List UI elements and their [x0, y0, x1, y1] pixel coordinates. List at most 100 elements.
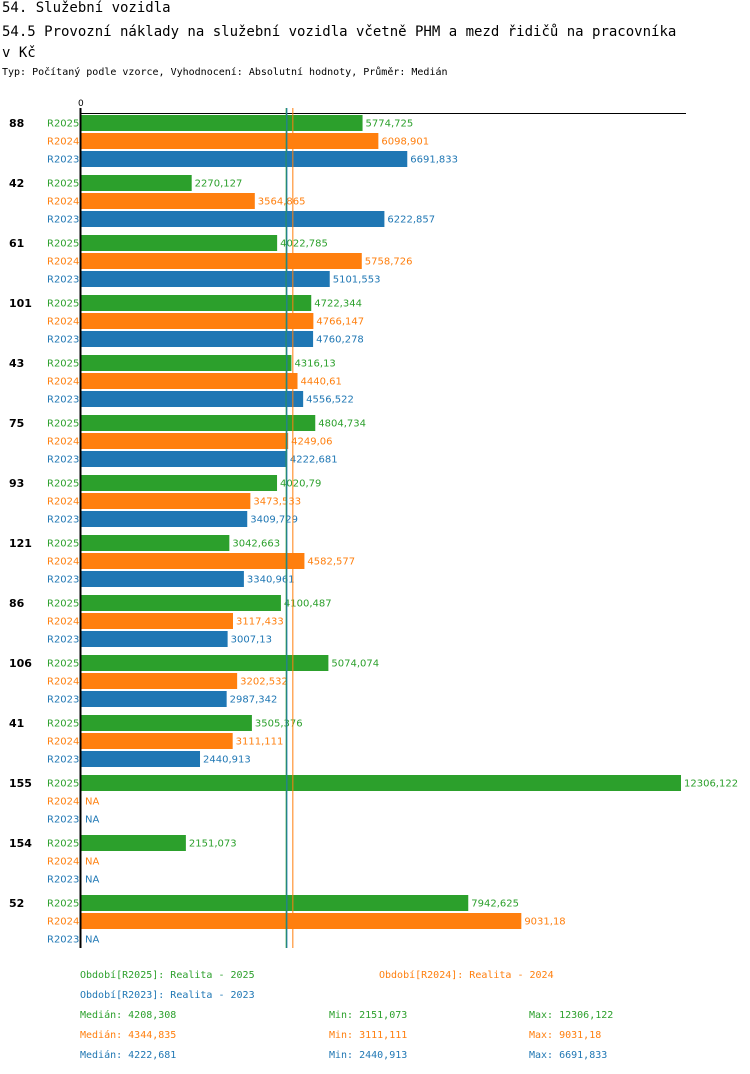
data-label: 6222,857: [387, 215, 435, 226]
legend-r2025: Období[R2025]: Realita - 2025: [80, 970, 255, 981]
category-label: 61: [9, 237, 24, 250]
series-row-label: R2025: [47, 899, 79, 910]
series-row-label: R2025: [47, 599, 79, 610]
data-label: 4440,61: [301, 377, 342, 388]
category-label: 154: [9, 837, 32, 850]
bar: [81, 133, 379, 149]
bar: [81, 151, 408, 167]
bar: [81, 535, 230, 551]
data-label: 2987,342: [230, 695, 278, 706]
data-label: 6098,901: [381, 137, 429, 148]
stat-min-r2024: Min: 3111,111: [329, 1030, 408, 1041]
category-label: 43: [9, 357, 24, 370]
data-label: 4020,79: [280, 479, 321, 490]
series-row-label: R2024: [47, 497, 79, 508]
bar: [81, 895, 469, 911]
bar: [81, 115, 363, 131]
data-label: 4582,577: [307, 557, 355, 568]
category-label: 52: [9, 897, 24, 910]
data-label: NA: [85, 857, 99, 868]
bar: [81, 595, 281, 611]
data-label: 3340,961: [247, 575, 295, 586]
bar: [81, 211, 385, 227]
bar: [81, 175, 192, 191]
stat-min-r2025: Min: 2151,073: [329, 1010, 408, 1021]
category-label: 86: [9, 597, 25, 610]
category-label: 155: [9, 777, 32, 790]
chart-title-continued: v Kč: [2, 45, 36, 61]
bar: [81, 775, 681, 791]
data-label: 3564,865: [258, 197, 306, 208]
bar: [81, 553, 305, 569]
series-row-label: R2024: [47, 617, 79, 628]
data-label: 3505,376: [255, 719, 303, 730]
bar: [81, 253, 362, 269]
data-label: 5074,074: [331, 659, 379, 670]
bar: [81, 193, 255, 209]
series-row-label: R2024: [47, 557, 79, 568]
bar: [81, 433, 289, 449]
data-label: NA: [85, 815, 99, 826]
series-row-label: R2023: [47, 335, 79, 346]
series-row-label: R2025: [47, 659, 79, 670]
bar: [81, 613, 233, 629]
bar: [81, 733, 233, 749]
chart-subtitle: Typ: Počítaný podle vzorce, Vyhodnocení:…: [2, 67, 448, 78]
data-label: 4316,13: [294, 359, 335, 370]
bar: [81, 475, 278, 491]
series-row-label: R2023: [47, 275, 79, 286]
series-row-label: R2024: [47, 137, 79, 148]
data-label: 6691,833: [410, 155, 458, 166]
series-row-label: R2023: [47, 155, 79, 166]
category-label: 101: [9, 297, 32, 310]
stat-max-r2023: Max: 6691,833: [529, 1050, 608, 1061]
data-label: NA: [85, 935, 99, 946]
series-row-label: R2025: [47, 839, 79, 850]
series-row-label: R2023: [47, 815, 79, 826]
axis-zero-label: 0: [78, 99, 84, 109]
legend-r2023: Období[R2023]: Realita - 2023: [80, 990, 255, 1001]
bar: [81, 571, 244, 587]
bar: [81, 835, 186, 851]
data-label: 4022,785: [280, 239, 328, 250]
series-row-label: R2024: [47, 317, 79, 328]
series-row-label: R2023: [47, 395, 79, 406]
series-row-label: R2023: [47, 695, 79, 706]
bar: [81, 631, 228, 647]
category-label: 106: [9, 657, 32, 670]
series-row-label: R2024: [47, 917, 79, 928]
data-label: 5774,725: [366, 119, 414, 130]
bar: [81, 673, 238, 689]
data-label: 12306,122: [684, 779, 738, 790]
series-row-label: R2025: [47, 419, 79, 430]
data-label: 4100,487: [284, 599, 332, 610]
legend-r2024: Období[R2024]: Realita - 2024: [379, 970, 554, 981]
bar: [81, 655, 329, 671]
bar: [81, 313, 314, 329]
data-label: 4249,06: [291, 437, 332, 448]
section-title: 54. Služební vozidla: [2, 0, 171, 16]
stat-max-r2024: Max: 9031,18: [529, 1030, 602, 1041]
series-row-label: R2023: [47, 455, 79, 466]
data-label: 4722,344: [314, 299, 362, 310]
series-row-label: R2024: [47, 677, 79, 688]
stat-median-r2023: Medián: 4222,681: [80, 1050, 177, 1061]
series-row-label: R2025: [47, 779, 79, 790]
series-row-label: R2025: [47, 719, 79, 730]
data-label: NA: [85, 797, 99, 808]
bar: [81, 751, 201, 767]
data-label: 2440,913: [203, 755, 251, 766]
data-label: 4804,734: [318, 419, 366, 430]
data-label: 5101,553: [333, 275, 381, 286]
bar: [81, 391, 304, 407]
data-label: NA: [85, 875, 99, 886]
data-label: 4760,278: [316, 335, 364, 346]
stat-min-r2023: Min: 2440,913: [329, 1050, 408, 1061]
bar: [81, 493, 251, 509]
data-label: 3117,433: [236, 617, 284, 628]
series-row-label: R2025: [47, 239, 79, 250]
series-row-label: R2024: [47, 377, 79, 388]
series-row-label: R2025: [47, 539, 79, 550]
data-label: 9031,18: [524, 917, 565, 928]
